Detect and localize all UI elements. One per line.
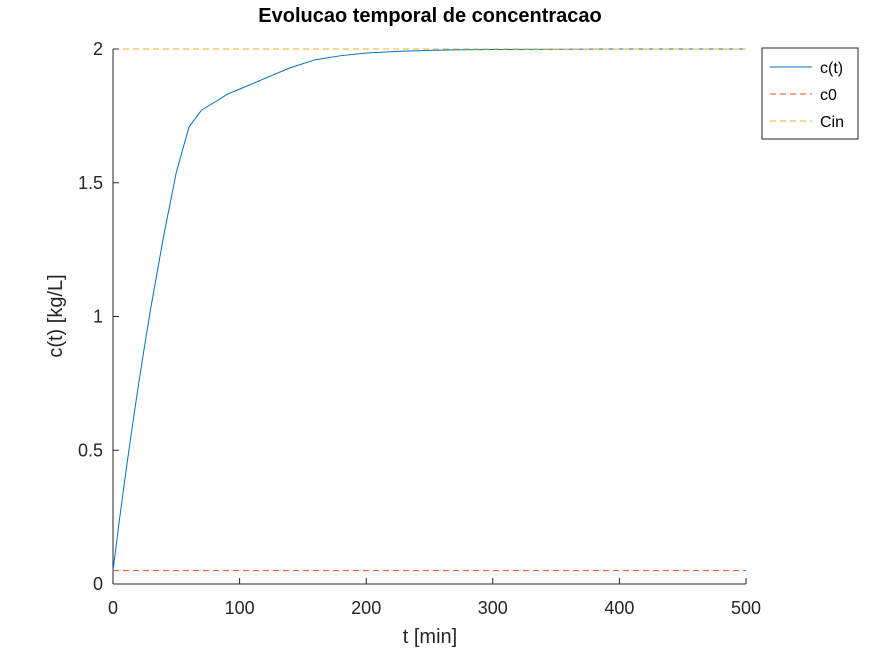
y-tick-label: 0.5 [78,440,103,460]
x-tick-label: 200 [351,598,381,618]
series-layer [112,48,746,572]
x-tick-label: 100 [225,598,255,618]
y-axis-label: c(t) [kg/L] [45,274,67,357]
x-tick-label: 500 [731,598,761,618]
chart-title: Evolucao temporal de concentracao [258,5,601,27]
x-axis-label: t [min] [403,626,457,648]
ticks-layer: 0 100 200 300 400 500 0 0.5 1 1.5 2 [78,39,761,618]
legend-label-1: c(t) [820,60,843,77]
legend: c(t) c0 Cin [761,47,859,140]
x-tick-label: 0 [108,598,118,618]
y-tick-label: 1 [93,307,103,327]
series-line-1 [112,48,746,571]
y-tick-label: 2 [93,39,103,59]
x-tick-label: 400 [604,598,634,618]
legend-label-3: Cin [820,114,844,131]
x-tick-label: 300 [478,598,508,618]
y-tick-label: 0 [93,574,103,594]
plot-frame [112,49,746,585]
y-tick-label: 1.5 [78,173,103,193]
legend-label-2: c0 [820,87,837,104]
